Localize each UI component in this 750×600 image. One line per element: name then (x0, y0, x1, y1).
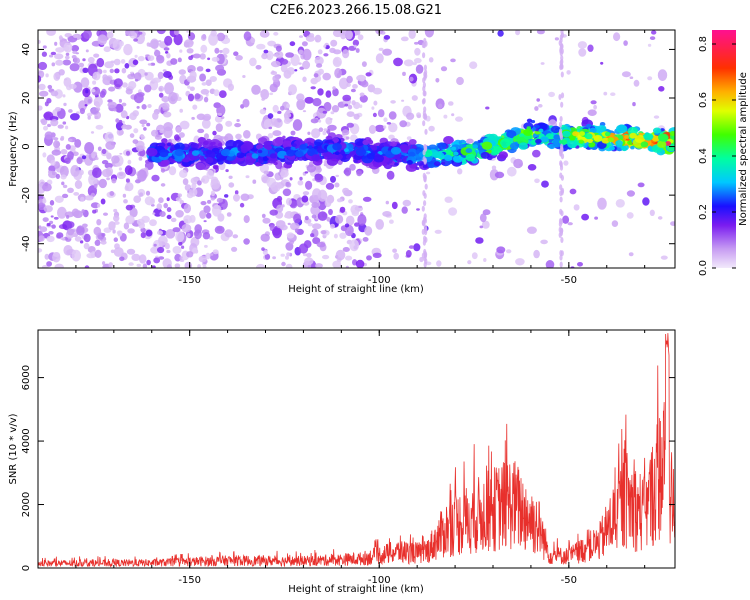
snr-ticks: -150 -100 -50 0 2000 4000 6000 (21, 330, 675, 586)
spectrogram-ytick-label: 20 (21, 92, 32, 105)
spectrogram-xtick-label: -100 (368, 275, 391, 286)
snr-ylabel: SNR (10 * v/v) (8, 413, 19, 484)
spectrogram-ticks: -150 -100 -50 -40 -20 0 20 40 (21, 30, 675, 286)
colorbar: 0.0 0.2 0.4 0.6 0.8 Normalized spectral ampl… (698, 30, 749, 276)
colorbar-ticks: 0.0 0.2 0.4 0.6 0.8 (698, 36, 736, 276)
colorbar-gradient (712, 30, 736, 268)
snr-panel: -150 -100 -50 0 2000 4000 6000 Height of strai… (8, 329, 676, 595)
spectrogram-xlabel: Height of straight line (km) (288, 284, 424, 295)
chart-title: C2E6.2023.266.15.08.G21 (270, 3, 442, 18)
spectrogram-heatmap (38, 30, 675, 268)
colorbar-tick-label: 0.6 (698, 92, 709, 108)
snr-xtick-label: -150 (178, 575, 201, 586)
snr-xtick-label: -50 (561, 575, 577, 586)
snr-series-line (38, 333, 675, 568)
spectrogram-ytick-label: -40 (21, 236, 32, 252)
snr-xlabel: Height of straight line (km) (288, 584, 424, 595)
snr-ytick-label: 2000 (21, 492, 32, 517)
spectrogram-xtick-label: -50 (561, 275, 577, 286)
spectrogram-ytick-label: 40 (21, 43, 32, 56)
spectrogram-ytick-label: -20 (21, 187, 32, 203)
spectrogram-ylabel: Frequency (Hz) (8, 111, 19, 187)
snr-ytick-label: 4000 (21, 428, 32, 453)
colorbar-tick-label: 0.8 (698, 36, 709, 52)
snr-xtick-label: -100 (368, 575, 391, 586)
colorbar-label: Normalized spectral amplitude (738, 72, 749, 226)
colorbar-tick-label: 0.0 (698, 260, 709, 276)
spectrogram-panel: -150 -100 -50 -40 -20 0 20 40 Height of straigh… (8, 29, 676, 295)
spectrogram-ytick-label: 0 (21, 143, 32, 149)
spectrogram-xtick-label: -150 (178, 275, 201, 286)
snr-ytick-label: 0 (21, 565, 32, 571)
colorbar-tick-label: 0.2 (698, 204, 709, 220)
colorbar-tick-label: 0.4 (698, 148, 709, 164)
snr-ytick-label: 6000 (21, 365, 32, 390)
